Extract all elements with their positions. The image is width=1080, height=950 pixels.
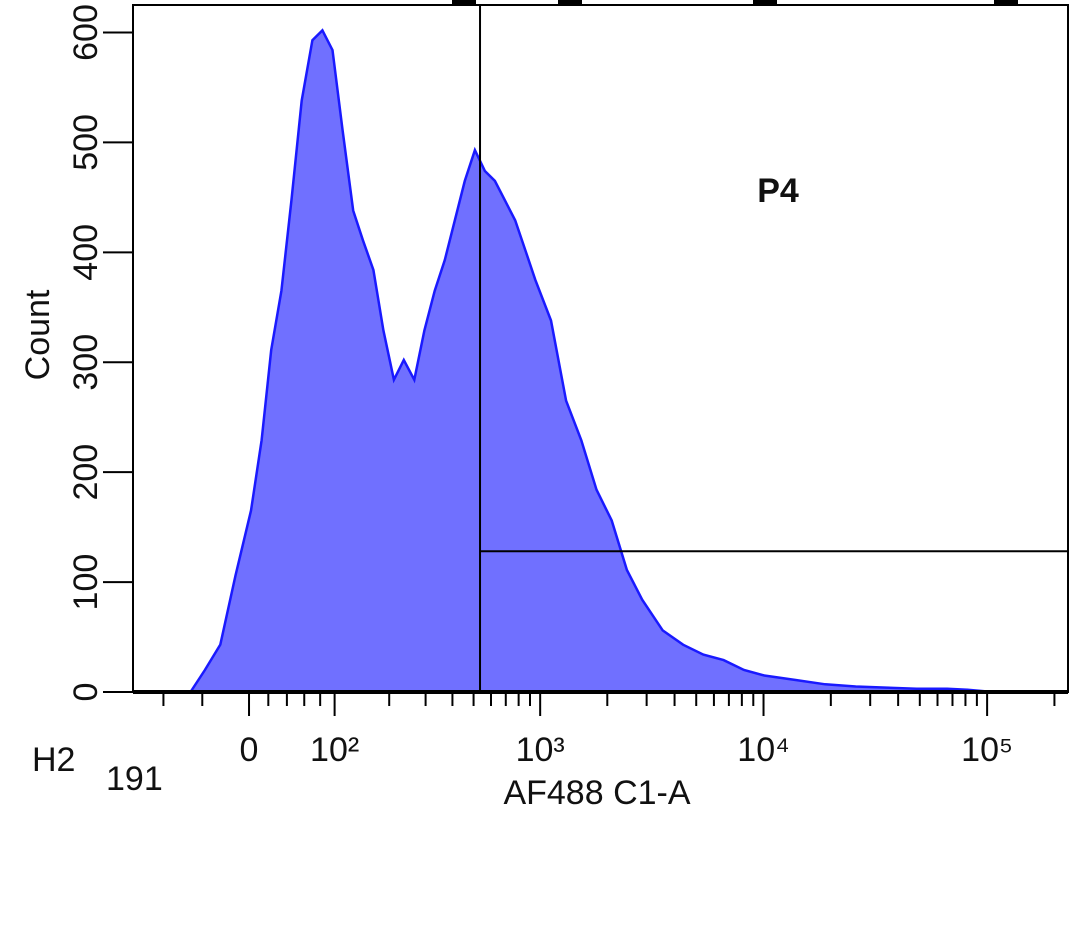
x-tick-label: 10² xyxy=(310,731,359,769)
top-marker xyxy=(558,0,582,6)
y-tick-label: 100 xyxy=(67,554,105,611)
top-marker xyxy=(753,0,777,6)
y-axis-label: Count xyxy=(19,289,57,380)
y-tick-label: 300 xyxy=(67,334,105,391)
y-tick-label: 200 xyxy=(67,444,105,501)
sample-label: H2 xyxy=(32,741,75,779)
x-tick-label: 10³ xyxy=(516,731,565,769)
x-axis-label: AF488 C1-A xyxy=(503,774,690,812)
y-tick-label: 500 xyxy=(67,114,105,171)
gate-label: P4 xyxy=(757,172,799,210)
x-tick-label: 10⁵ xyxy=(961,731,1013,769)
histogram-area xyxy=(189,28,994,694)
x-tick-label: 0 xyxy=(240,731,259,769)
y-tick-label: 0 xyxy=(67,683,105,702)
top-marker xyxy=(994,0,1018,6)
y-tick-label: 600 xyxy=(67,4,105,61)
x-tick-label: 10⁴ xyxy=(737,731,789,769)
y-tick-label: 400 xyxy=(67,224,105,281)
event-label: 191 xyxy=(106,760,163,798)
top-marker xyxy=(452,0,476,6)
